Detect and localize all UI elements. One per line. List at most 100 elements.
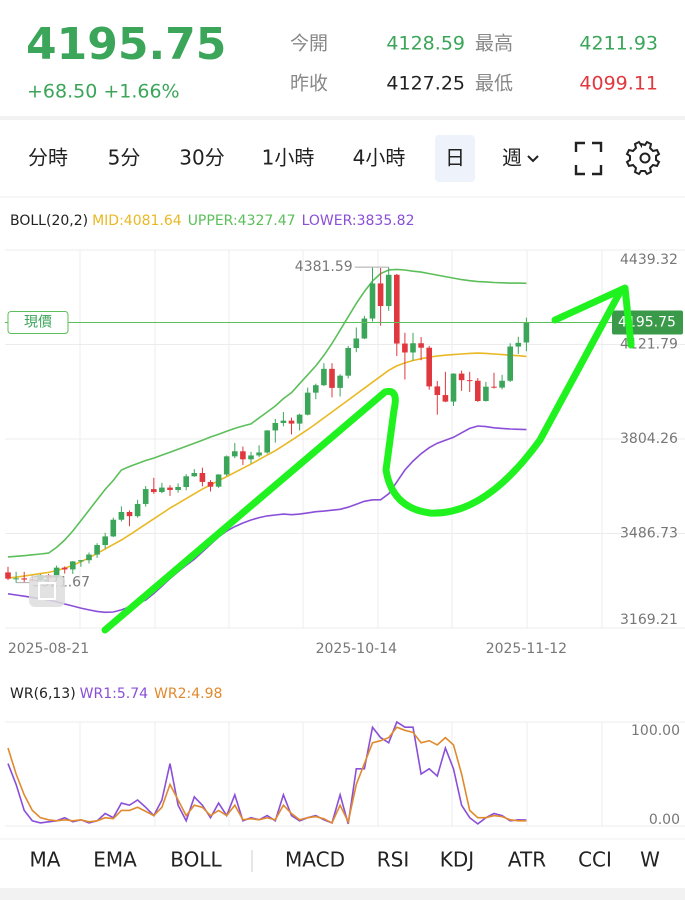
- annotation-arrowhead: [551, 284, 635, 349]
- candle-body: [110, 519, 117, 537]
- indicator-tab[interactable]: W: [640, 848, 660, 872]
- candle-body: [175, 486, 181, 490]
- y-tick-label: 4121.79: [620, 337, 678, 353]
- bottom-bar: [0, 888, 685, 900]
- candle-body: [507, 346, 513, 381]
- gear: [625, 140, 661, 176]
- open-value: 4128.59: [386, 33, 465, 55]
- legend-entry: WR1:5.74: [80, 686, 148, 702]
- interval-tab[interactable]: 週: [502, 146, 522, 170]
- candle-body: [151, 489, 157, 493]
- chart-toggle-icon[interactable]: [29, 575, 65, 607]
- prev-close-value: 4127.25: [386, 73, 465, 95]
- indicator-tab[interactable]: KDJ: [440, 848, 474, 872]
- candle-body: [53, 567, 60, 578]
- current-label: 現價: [24, 313, 52, 330]
- candle-body: [126, 511, 133, 517]
- candle-body: [369, 283, 376, 319]
- indicator-tab[interactable]: ATR: [508, 848, 546, 872]
- candle-body: [191, 473, 198, 477]
- max-label: 4381.59: [295, 259, 353, 275]
- y-tick-label: 4439.32: [620, 252, 678, 268]
- interval-tabs: 分時 5分 30分 1小時 4小時 日 週: [28, 135, 539, 182]
- candle-body: [499, 380, 505, 388]
- tab-highlight: [435, 135, 475, 182]
- indicator-name: WR(6,13): [10, 686, 76, 702]
- hand-drawn-annotation: [101, 284, 635, 634]
- indicator-tab[interactable]: MACD: [285, 848, 345, 872]
- legend-entry: UPPER:4327.47: [188, 213, 296, 229]
- candle-body: [353, 338, 360, 349]
- candle-body: [523, 322, 530, 343]
- candle-body: [304, 392, 311, 415]
- candle-body: [61, 567, 68, 570]
- candle-body: [394, 274, 400, 344]
- wr-line: [7, 726, 527, 825]
- candle-body: [450, 373, 457, 402]
- candle-body: [248, 455, 254, 460]
- candle-body: [410, 343, 416, 353]
- legend-entry: WR2:4.98: [154, 686, 222, 702]
- boll-line: [7, 425, 527, 614]
- annotation-arrow: [101, 288, 624, 634]
- icon-bg: [29, 575, 65, 607]
- indicator-tab[interactable]: MA: [30, 848, 61, 872]
- candle-body: [264, 430, 270, 453]
- interval-tab[interactable]: 分時: [28, 146, 68, 170]
- fullscreen-icon[interactable]: [574, 141, 603, 176]
- candle-body: [491, 386, 497, 388]
- candle-body: [515, 342, 522, 347]
- interval-tab[interactable]: 日: [445, 146, 465, 170]
- candle-body: [402, 343, 408, 353]
- open-label: 今開: [290, 33, 328, 55]
- candle-body: [313, 385, 319, 393]
- price-chart: BOLL(20,2) MID:4081.64 UPPER:4327.47 LOWER:…: [5, 213, 685, 657]
- indicator-tab[interactable]: EMA: [93, 848, 137, 872]
- high-label: 最高: [475, 33, 513, 55]
- candle-body: [256, 452, 262, 456]
- settings-icon[interactable]: [625, 140, 661, 176]
- y-tick-label: 3804.26: [620, 431, 678, 447]
- candle-body: [466, 380, 473, 382]
- change-percent: +1.66%: [103, 81, 179, 103]
- candle-body: [86, 554, 92, 561]
- candle-body: [434, 386, 441, 396]
- candle-body: [288, 420, 295, 424]
- indicator-tab[interactable]: RSI: [377, 848, 410, 872]
- candle-body: [118, 511, 125, 520]
- candle-body: [223, 456, 230, 475]
- change: +68.50: [27, 81, 97, 103]
- indicator-tab[interactable]: BOLL: [170, 848, 222, 872]
- gear-hole: [639, 152, 651, 164]
- candle-body: [377, 283, 384, 307]
- boll-line: [7, 352, 527, 579]
- candle-body: [426, 347, 432, 387]
- candle-body: [345, 348, 351, 376]
- x-tick-label: 2025-10-14: [316, 641, 397, 657]
- candle-body: [329, 368, 335, 388]
- boll-line: [7, 268, 527, 558]
- interval-tab[interactable]: 1小時: [262, 146, 315, 170]
- candle-body: [232, 451, 238, 457]
- low-value: 4099.11: [579, 73, 658, 95]
- y-tick-label: 0.00: [649, 812, 680, 828]
- icon-glyph: [38, 582, 56, 600]
- candle-body: [475, 380, 481, 401]
- interval-tab[interactable]: 30分: [179, 146, 224, 170]
- candle-body: [280, 420, 287, 424]
- x-tick-label: 2025-08-21: [8, 641, 89, 657]
- candle-body: [240, 451, 246, 460]
- interval-tab[interactable]: 4小時: [353, 146, 406, 170]
- candle-body: [102, 536, 108, 546]
- indicator-tabs: MA EMA BOLL MACD RSI KDJ ATR CCI W: [30, 848, 661, 872]
- candle-body: [337, 375, 343, 388]
- candle-body: [13, 578, 19, 580]
- interval-tab[interactable]: 5分: [108, 146, 141, 170]
- candle-body: [199, 473, 206, 482]
- candle-body: [183, 476, 189, 487]
- candle-body: [442, 395, 449, 402]
- candle-body: [167, 487, 173, 490]
- indicator-tab[interactable]: CCI: [578, 848, 612, 872]
- dropdown-chevron: [527, 155, 539, 163]
